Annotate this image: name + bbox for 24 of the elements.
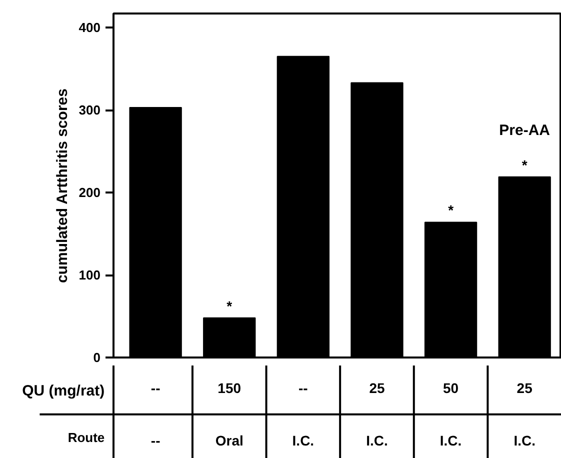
annotation: Pre-AA [499,122,550,139]
data-label: * [448,202,454,218]
bar [424,222,478,358]
y-tick-label: 200 [78,185,101,200]
y-tick-label: 100 [78,268,101,283]
bar [129,107,182,358]
bar [498,176,551,358]
category-label: 50 I.C. [440,380,462,449]
category-label: 25 I.C. [514,380,536,449]
data-label: * [522,156,528,173]
bar [350,82,404,358]
category-label: -- -- [150,380,160,449]
bar [276,56,330,358]
data-label: * [226,298,233,314]
y-tick-label: 0 [93,350,101,365]
text: Route [68,430,105,446]
bar [203,317,256,358]
category-label: -- I.C. [292,380,314,449]
y-tick-label: 400 [78,20,101,36]
category-label: 25 I.C. [366,380,388,449]
category-label: 150 Oral [215,380,244,449]
y-axis-title: cumulated Artthritis scores [54,88,71,284]
text: QU (mg/rat) [22,382,105,400]
y-tick-label: 300 [78,102,101,118]
